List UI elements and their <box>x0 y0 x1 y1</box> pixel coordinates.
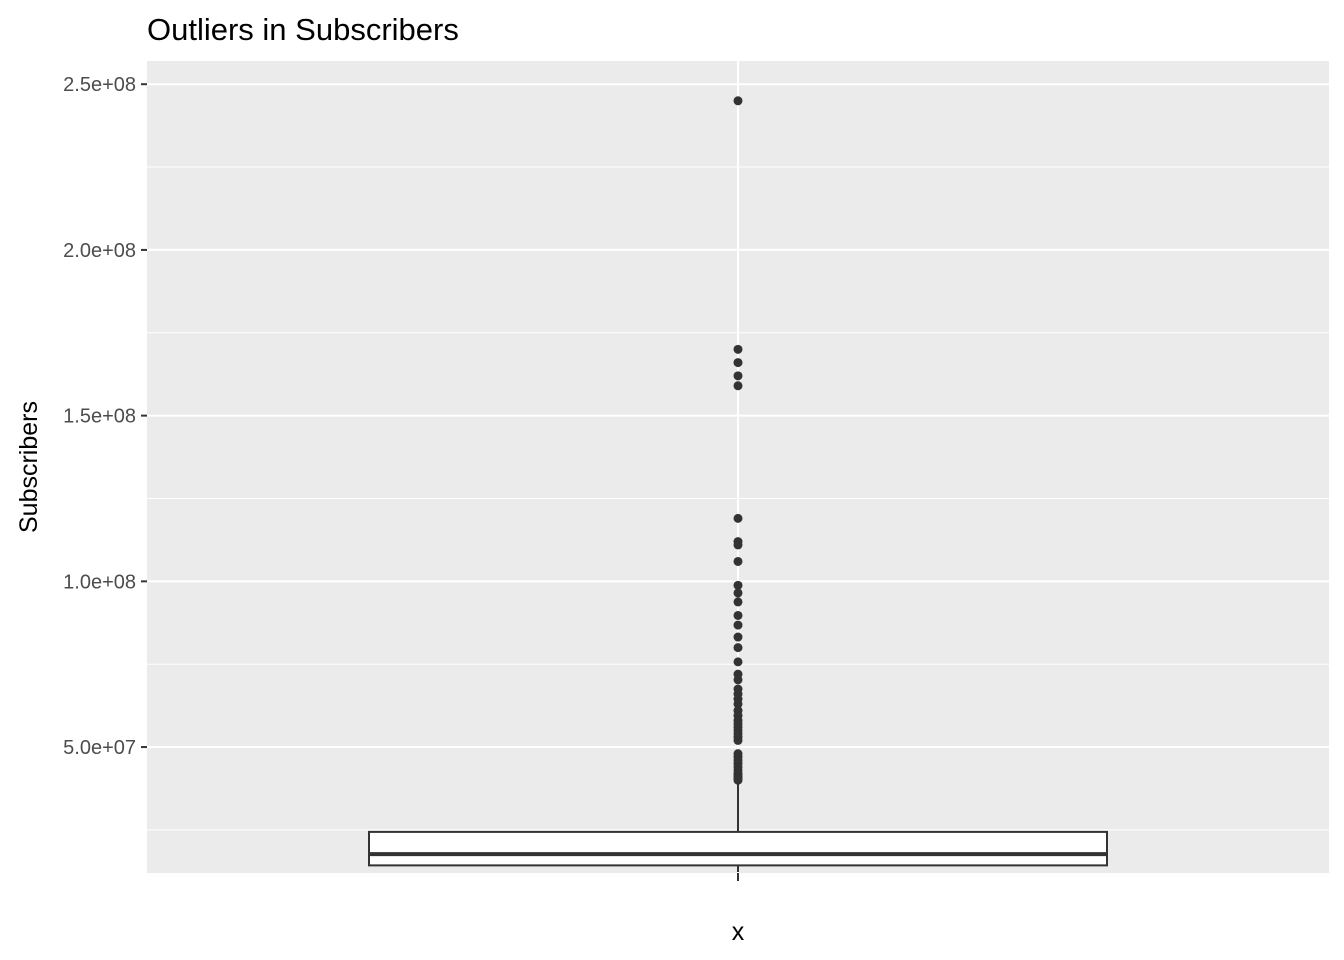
outlier-point <box>733 620 743 630</box>
y-axis: 5.0e+07 1.0e+08 1.5e+08 2.0e+08 2.5e+08 <box>63 74 147 759</box>
outlier-point <box>733 699 743 709</box>
outlier-point <box>733 632 743 642</box>
outlier-point <box>733 580 743 590</box>
x-axis: x <box>732 873 745 946</box>
outlier-point <box>733 381 743 391</box>
y-tick-label: 2.0e+08 <box>63 240 136 262</box>
outlier-point <box>733 588 743 598</box>
y-tick-label: 1.5e+08 <box>63 406 136 428</box>
outlier-point <box>733 657 743 667</box>
outlier-point <box>733 556 743 566</box>
outlier-point <box>733 775 743 785</box>
outlier-point <box>733 358 743 368</box>
outlier-point <box>733 96 743 106</box>
outlier-point <box>733 371 743 381</box>
outlier-point <box>733 513 743 523</box>
outlier-point <box>733 344 743 354</box>
y-tick-label: 2.5e+08 <box>63 74 136 96</box>
outlier-point <box>733 610 743 620</box>
boxplot <box>368 780 1108 873</box>
box-iqr <box>368 830 1108 867</box>
chart-title: Outliers in Subscribers <box>147 12 459 47</box>
outlier-point <box>733 540 743 550</box>
y-tick-label: 1.0e+08 <box>63 571 136 593</box>
x-tick-label: x <box>732 918 745 946</box>
outlier-point <box>733 643 743 653</box>
outlier-point <box>733 675 743 685</box>
outlier-points <box>733 96 743 785</box>
y-tick-label: 5.0e+07 <box>63 737 136 759</box>
y-axis-title: Subscribers <box>15 401 43 533</box>
outlier-point <box>733 735 743 745</box>
outlier-point <box>733 597 743 607</box>
